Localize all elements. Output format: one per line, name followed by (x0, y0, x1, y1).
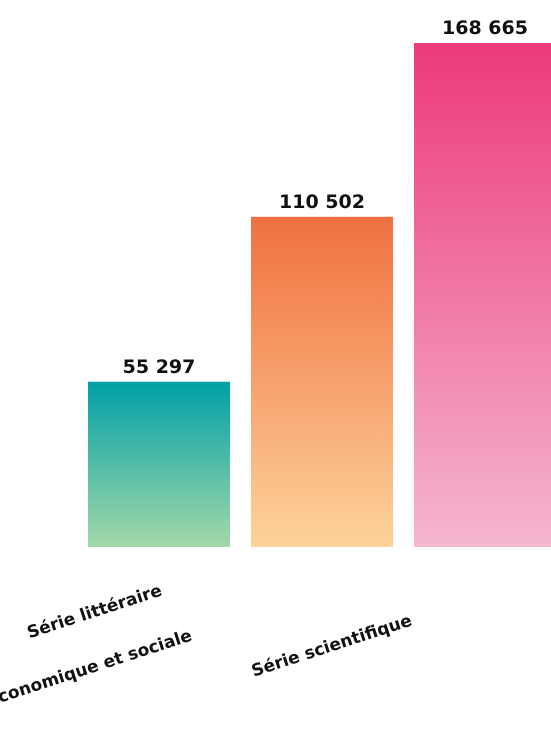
value-label-1: 55 297 (123, 356, 196, 378)
bar-3 (414, 43, 551, 547)
value-labels-group: 55 297 110 502 168 665 (123, 17, 528, 378)
category-label-2: Série économique et sociale (0, 626, 195, 728)
value-label-2: 110 502 (279, 191, 365, 213)
bar-1 (88, 381, 230, 547)
category-label-3: Série scientifique (249, 611, 414, 682)
value-label-3: 168 665 (442, 17, 528, 39)
bars-group (88, 43, 551, 548)
category-label-1: Série littéraire (25, 581, 165, 643)
category-labels-group: Série littéraireSérie économique et soci… (0, 581, 415, 728)
bar-2 (251, 216, 393, 548)
